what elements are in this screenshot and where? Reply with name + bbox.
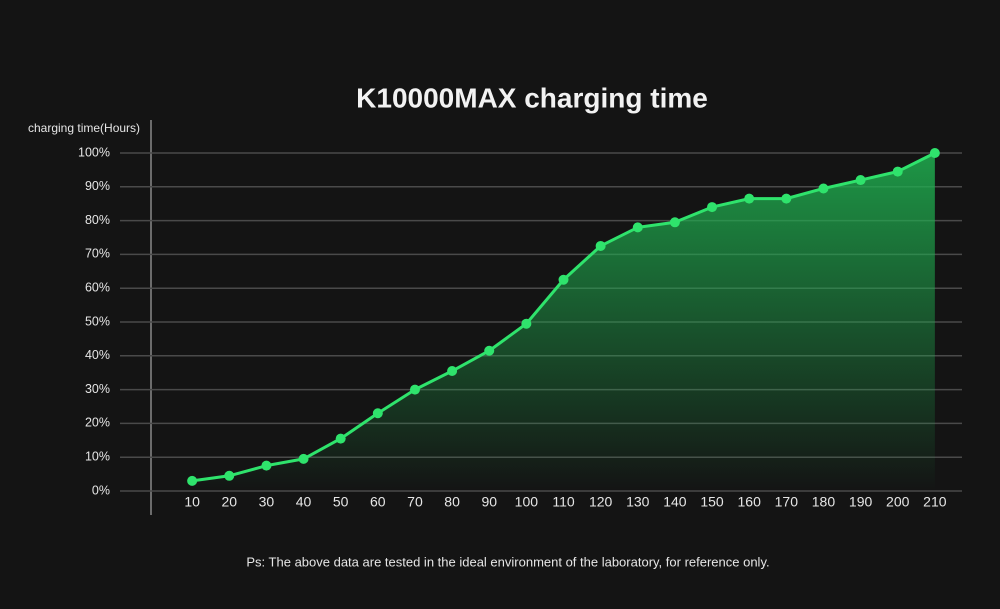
y-tick-label: 40%: [85, 348, 110, 362]
x-tick-label: 90: [481, 494, 497, 510]
x-tick-label: 160: [738, 494, 762, 510]
y-tick-label: 30%: [85, 382, 110, 396]
x-tick-label: 70: [407, 494, 423, 510]
y-tick-label: 20%: [85, 416, 110, 430]
x-tick-label: 170: [775, 494, 799, 510]
data-point: [632, 222, 643, 233]
data-point: [261, 460, 272, 471]
data-point: [335, 433, 346, 444]
y-tick-label: 50%: [85, 314, 110, 328]
y-tick-label: 60%: [85, 280, 110, 294]
area-fill: [192, 153, 935, 491]
x-tick-label: 60: [370, 494, 386, 510]
data-point: [484, 345, 495, 356]
y-axis-label: charging time(Hours): [28, 121, 140, 135]
data-point: [521, 318, 532, 329]
data-point: [855, 175, 866, 186]
data-point: [929, 148, 940, 158]
data-point: [669, 217, 680, 228]
data-point: [595, 240, 606, 251]
x-tick-label: 130: [626, 494, 650, 510]
x-tick-label: 140: [663, 494, 687, 510]
x-tick-label: 50: [333, 494, 349, 510]
x-tick-label: 120: [589, 494, 613, 510]
y-tick-label: 0%: [92, 483, 110, 497]
x-tick-label: 110: [552, 494, 575, 510]
x-tick-label: 100: [515, 494, 539, 510]
x-tick-label: 20: [221, 494, 237, 510]
data-point: [372, 408, 383, 419]
x-tick-label: 30: [259, 494, 275, 510]
data-point: [298, 453, 309, 464]
data-point: [892, 166, 903, 177]
y-tick-label: 70%: [85, 247, 110, 261]
x-tick-label: 180: [812, 494, 836, 510]
x-tick-label: 10: [184, 494, 200, 510]
x-tick-label: 190: [849, 494, 873, 510]
data-point: [818, 183, 829, 194]
y-tick-label: 80%: [85, 213, 110, 227]
data-point: [409, 384, 420, 395]
y-tick-label: 90%: [85, 179, 110, 193]
chart-title: K10000MAX charging time: [356, 82, 708, 113]
x-tick-label: 200: [886, 494, 910, 510]
data-point: [744, 193, 755, 204]
data-point: [224, 470, 235, 481]
data-point: [781, 193, 792, 204]
footnote: Ps: The above data are tested in the ide…: [246, 554, 769, 569]
data-point: [707, 202, 718, 213]
y-tick-label: 10%: [85, 449, 110, 463]
x-tick-label: 40: [296, 494, 312, 510]
data-point: [187, 475, 198, 486]
x-tick-label: 210: [923, 494, 947, 510]
data-point: [447, 366, 458, 377]
x-tick-label: 80: [444, 494, 460, 510]
x-tick-label: 150: [700, 494, 724, 510]
y-tick-label: 100%: [78, 145, 110, 159]
data-point: [558, 274, 569, 285]
